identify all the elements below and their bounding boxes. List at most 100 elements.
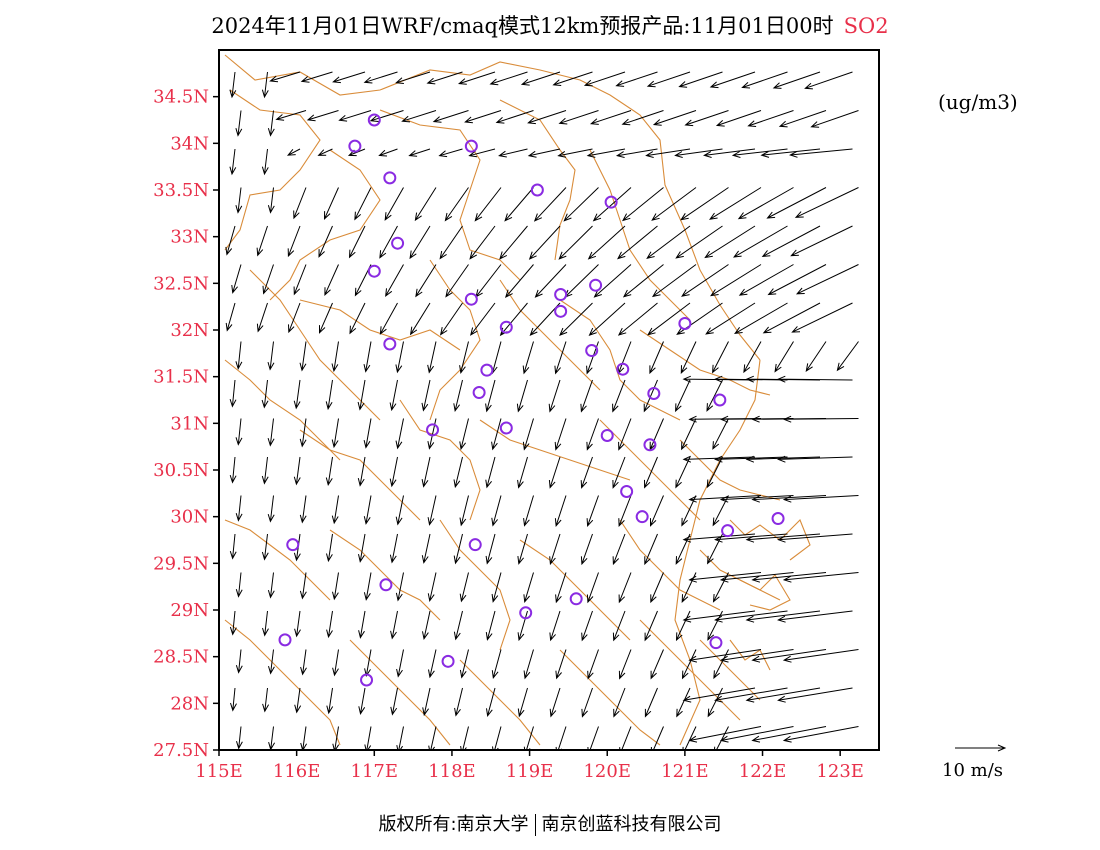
wind-arrow [409, 225, 431, 260]
wind-arrow [459, 572, 469, 603]
wind-arrow [395, 71, 431, 84]
wind-arrow [520, 71, 561, 86]
wind-arrow [681, 264, 729, 297]
wind-arrow [612, 533, 626, 566]
wind-arrow [554, 418, 567, 451]
wind-arrow [262, 610, 269, 637]
wind-arrow [453, 610, 463, 641]
wind-arrow [836, 341, 859, 372]
wind-arrow [650, 572, 664, 604]
station-marker [647, 386, 661, 400]
wind-arrow [528, 225, 561, 260]
wind-arrow [580, 379, 593, 413]
wind-arrow [774, 341, 794, 373]
plot-frame [218, 49, 880, 751]
wind-arrow [517, 533, 528, 565]
wind-arrow [427, 495, 437, 526]
wind-arrow [491, 649, 502, 680]
wind-arrow [395, 572, 404, 602]
wind-arrow [548, 456, 561, 489]
wind-arrow [751, 726, 827, 743]
wind-arrow [229, 379, 237, 408]
wind-arrow [299, 341, 307, 372]
wind-arrow [684, 110, 729, 127]
wind-arrow [522, 418, 534, 451]
wind-arrow [682, 610, 756, 623]
wind-arrow [563, 187, 599, 222]
wind-arrow [504, 187, 534, 222]
y-tick-label: 30N [170, 507, 209, 528]
station-marker [480, 363, 494, 377]
wind-arrow [593, 264, 632, 298]
wind-arrow [357, 379, 366, 411]
wind-arrow [267, 495, 275, 523]
wind-arrow [549, 687, 561, 718]
wind-arrow [645, 148, 691, 158]
wind-arrow [534, 264, 567, 298]
wind-arrow [678, 71, 723, 88]
wind-arrow [256, 302, 268, 333]
wind-arrow [549, 533, 561, 566]
wind-arrow [499, 225, 528, 260]
wind-arrow [369, 110, 404, 122]
wind-arrow [674, 148, 723, 158]
wind-arrow [229, 533, 237, 560]
wind-arrow [558, 225, 593, 260]
station-marker [530, 183, 544, 197]
wind-arrow [552, 71, 593, 86]
station-marker [286, 538, 300, 552]
wind-arrow [777, 455, 853, 463]
wind-arrow [378, 148, 398, 157]
province-boundaries [224, 54, 811, 746]
wind-arrow [491, 495, 502, 527]
wind-arrow [363, 495, 372, 525]
station-marker [569, 592, 583, 606]
wind-arrow [498, 148, 528, 158]
wind-arrow [230, 687, 237, 712]
wind-arrow [810, 110, 859, 128]
wind-arrow [231, 264, 242, 294]
station-marker [635, 510, 649, 524]
wind-arrow [652, 110, 697, 126]
wind-arrow [675, 225, 723, 259]
wind-arrow [293, 264, 307, 296]
station-marker [383, 171, 397, 185]
wind-arrow [580, 533, 593, 566]
wind-arrow [427, 572, 437, 603]
wind-arrow [395, 495, 404, 526]
wind-arrow [474, 187, 502, 222]
wind-arrow [745, 610, 821, 623]
y-tick-label: 34.5N [153, 87, 209, 108]
pollutant-label: SO2 [843, 14, 889, 38]
wind-arrow [299, 572, 307, 600]
wind-arrow [395, 418, 404, 450]
wind-arrow [712, 495, 729, 527]
wind-arrow [229, 456, 237, 484]
x-tick-label: 121E [661, 761, 709, 782]
wind-arrow [714, 455, 788, 463]
wind-arrow [592, 187, 632, 222]
wind-arrow [548, 379, 561, 413]
wind-arrow [428, 649, 437, 679]
station-marker [360, 673, 374, 687]
wind-arrow [348, 225, 366, 259]
wind-arrow [761, 225, 821, 258]
wind-arrow [389, 533, 398, 564]
wind-arrow [444, 187, 469, 222]
station-marker [464, 292, 478, 306]
wind-arrow [338, 110, 372, 122]
wind-arrow [235, 187, 243, 214]
wind-arrow [581, 687, 593, 718]
wind-arrow [475, 264, 502, 298]
wind-arrow [293, 187, 307, 220]
station-marker [585, 344, 599, 358]
wind-arrow [235, 110, 243, 137]
y-tick-label: 27.5N [153, 740, 209, 761]
wind-arrow [644, 687, 658, 718]
x-tick-label: 117E [351, 761, 399, 782]
wind-arrow [650, 495, 664, 527]
wind-arrow [495, 110, 534, 124]
station-marker [721, 524, 735, 538]
wind-arrow [782, 726, 859, 743]
wind-arrow [522, 341, 534, 375]
